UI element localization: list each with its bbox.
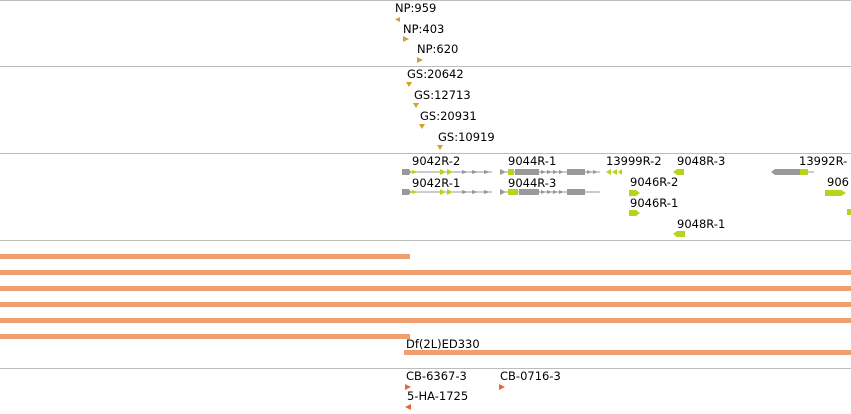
- deficiency-bar[interactable]: [404, 350, 851, 355]
- gene-model[interactable]: [825, 190, 851, 215]
- gene-model[interactable]: [673, 169, 684, 175]
- gene-model[interactable]: [500, 189, 600, 195]
- gs-feature-label[interactable]: GS:20931: [420, 109, 477, 123]
- triangle-left-icon[interactable]: [405, 404, 411, 410]
- gene-model[interactable]: [629, 190, 640, 196]
- cb-feature-label[interactable]: CB-6367-3: [406, 369, 467, 383]
- gene-label[interactable]: 9042R-1: [412, 176, 461, 190]
- deficiency-bar[interactable]: [0, 334, 410, 339]
- triangle-right-icon[interactable]: [417, 57, 423, 63]
- track-separator: [0, 153, 851, 154]
- gene-label[interactable]: 9044R-1: [508, 154, 557, 168]
- deficiency-bar[interactable]: [0, 302, 851, 307]
- deficiency-bar[interactable]: [0, 318, 851, 323]
- gene-label[interactable]: 9048R-3: [677, 154, 726, 168]
- track-separator: [0, 240, 851, 241]
- gene-label[interactable]: 9046R-1: [630, 196, 679, 210]
- gene-label[interactable]: 9044R-3: [508, 176, 557, 190]
- deficiency-bar[interactable]: [0, 286, 851, 291]
- gene-model[interactable]: [771, 169, 814, 175]
- cb-feature-label[interactable]: CB-0716-3: [500, 369, 561, 383]
- track-separator: [0, 66, 851, 67]
- triangle-right-icon[interactable]: [405, 384, 411, 390]
- triangle-left-icon[interactable]: [395, 17, 400, 22]
- gs-feature-label[interactable]: GS:20642: [407, 67, 464, 81]
- deficiency-bar[interactable]: [0, 270, 851, 275]
- gene-model[interactable]: [402, 189, 492, 195]
- triangle-down-icon[interactable]: [413, 103, 419, 108]
- deficiency-label[interactable]: Df(2L)ED330: [406, 337, 480, 351]
- gene-model[interactable]: [629, 210, 640, 216]
- track-separator: [0, 368, 851, 369]
- gene-model[interactable]: [402, 169, 492, 175]
- gene-label[interactable]: 13999R-2: [606, 154, 662, 168]
- gene-label[interactable]: 9046R-2: [630, 175, 679, 189]
- cb-feature-label[interactable]: 5-HA-1725: [407, 389, 469, 403]
- gene-label[interactable]: 13992R-: [799, 154, 848, 168]
- gene-model[interactable]: [500, 169, 600, 175]
- deficiency-bar[interactable]: [0, 254, 410, 259]
- gene-label[interactable]: 9048R-1: [677, 217, 726, 231]
- gene-label[interactable]: 9042R-2: [412, 154, 461, 168]
- track-separator: [0, 0, 851, 1]
- gs-feature-label[interactable]: GS:10919: [438, 130, 495, 144]
- gs-feature-label[interactable]: GS:12713: [414, 88, 471, 102]
- triangle-down-icon[interactable]: [419, 124, 425, 129]
- gene-model[interactable]: [673, 231, 685, 237]
- triangle-right-icon[interactable]: [499, 384, 505, 390]
- triangle-right-icon[interactable]: [403, 36, 409, 42]
- gene-model[interactable]: [606, 169, 622, 175]
- triangle-down-icon[interactable]: [437, 145, 443, 150]
- triangle-down-icon[interactable]: [406, 82, 412, 87]
- np-feature-label[interactable]: NP:959: [395, 1, 437, 15]
- np-feature-label[interactable]: NP:403: [403, 22, 445, 36]
- np-feature-label[interactable]: NP:620: [417, 42, 459, 56]
- gene-label[interactable]: 906: [827, 175, 849, 189]
